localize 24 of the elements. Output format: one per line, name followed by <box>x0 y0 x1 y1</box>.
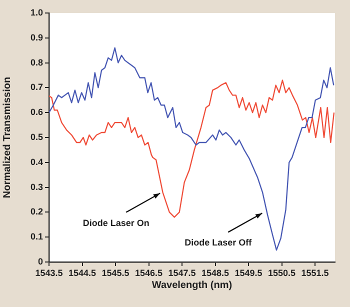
y-tick-label: 0 <box>38 256 43 266</box>
x-tick-label: 1549.5 <box>234 268 262 278</box>
x-tick-label: 1546.5 <box>135 268 163 278</box>
y-tick-label: 0.7 <box>30 82 43 92</box>
x-tick-label: 1543.5 <box>35 268 63 278</box>
x-tick-label: 1550.5 <box>268 268 296 278</box>
x-tick-label: 1551.5 <box>301 268 329 278</box>
x-tick-label: 1548.5 <box>202 268 230 278</box>
y-axis-title: Normalized Transmission <box>2 76 13 198</box>
x-axis-title: Wavelength (nm) <box>152 280 232 291</box>
y-tick-label: 0.9 <box>30 32 43 42</box>
y-tick-label: 1.0 <box>30 7 43 18</box>
y-tick-label: 0.4 <box>30 156 43 167</box>
annotation: Diode Laser Off <box>184 238 253 248</box>
y-tick-label: 0.6 <box>30 107 43 118</box>
x-tick-label: 1545.5 <box>102 268 130 278</box>
y-tick-label: 0.2 <box>30 206 43 217</box>
y-tick-label: 0.1 <box>30 232 43 242</box>
x-tick-label: 1544.5 <box>68 268 96 278</box>
x-tick-label: 1547.5 <box>168 268 196 278</box>
y-tick-label: 0.5 <box>30 132 43 142</box>
y-tick-label: 0.8 <box>30 57 43 68</box>
annotation: Diode Laser On <box>82 218 150 228</box>
y-tick-label: 0.3 <box>30 182 43 192</box>
